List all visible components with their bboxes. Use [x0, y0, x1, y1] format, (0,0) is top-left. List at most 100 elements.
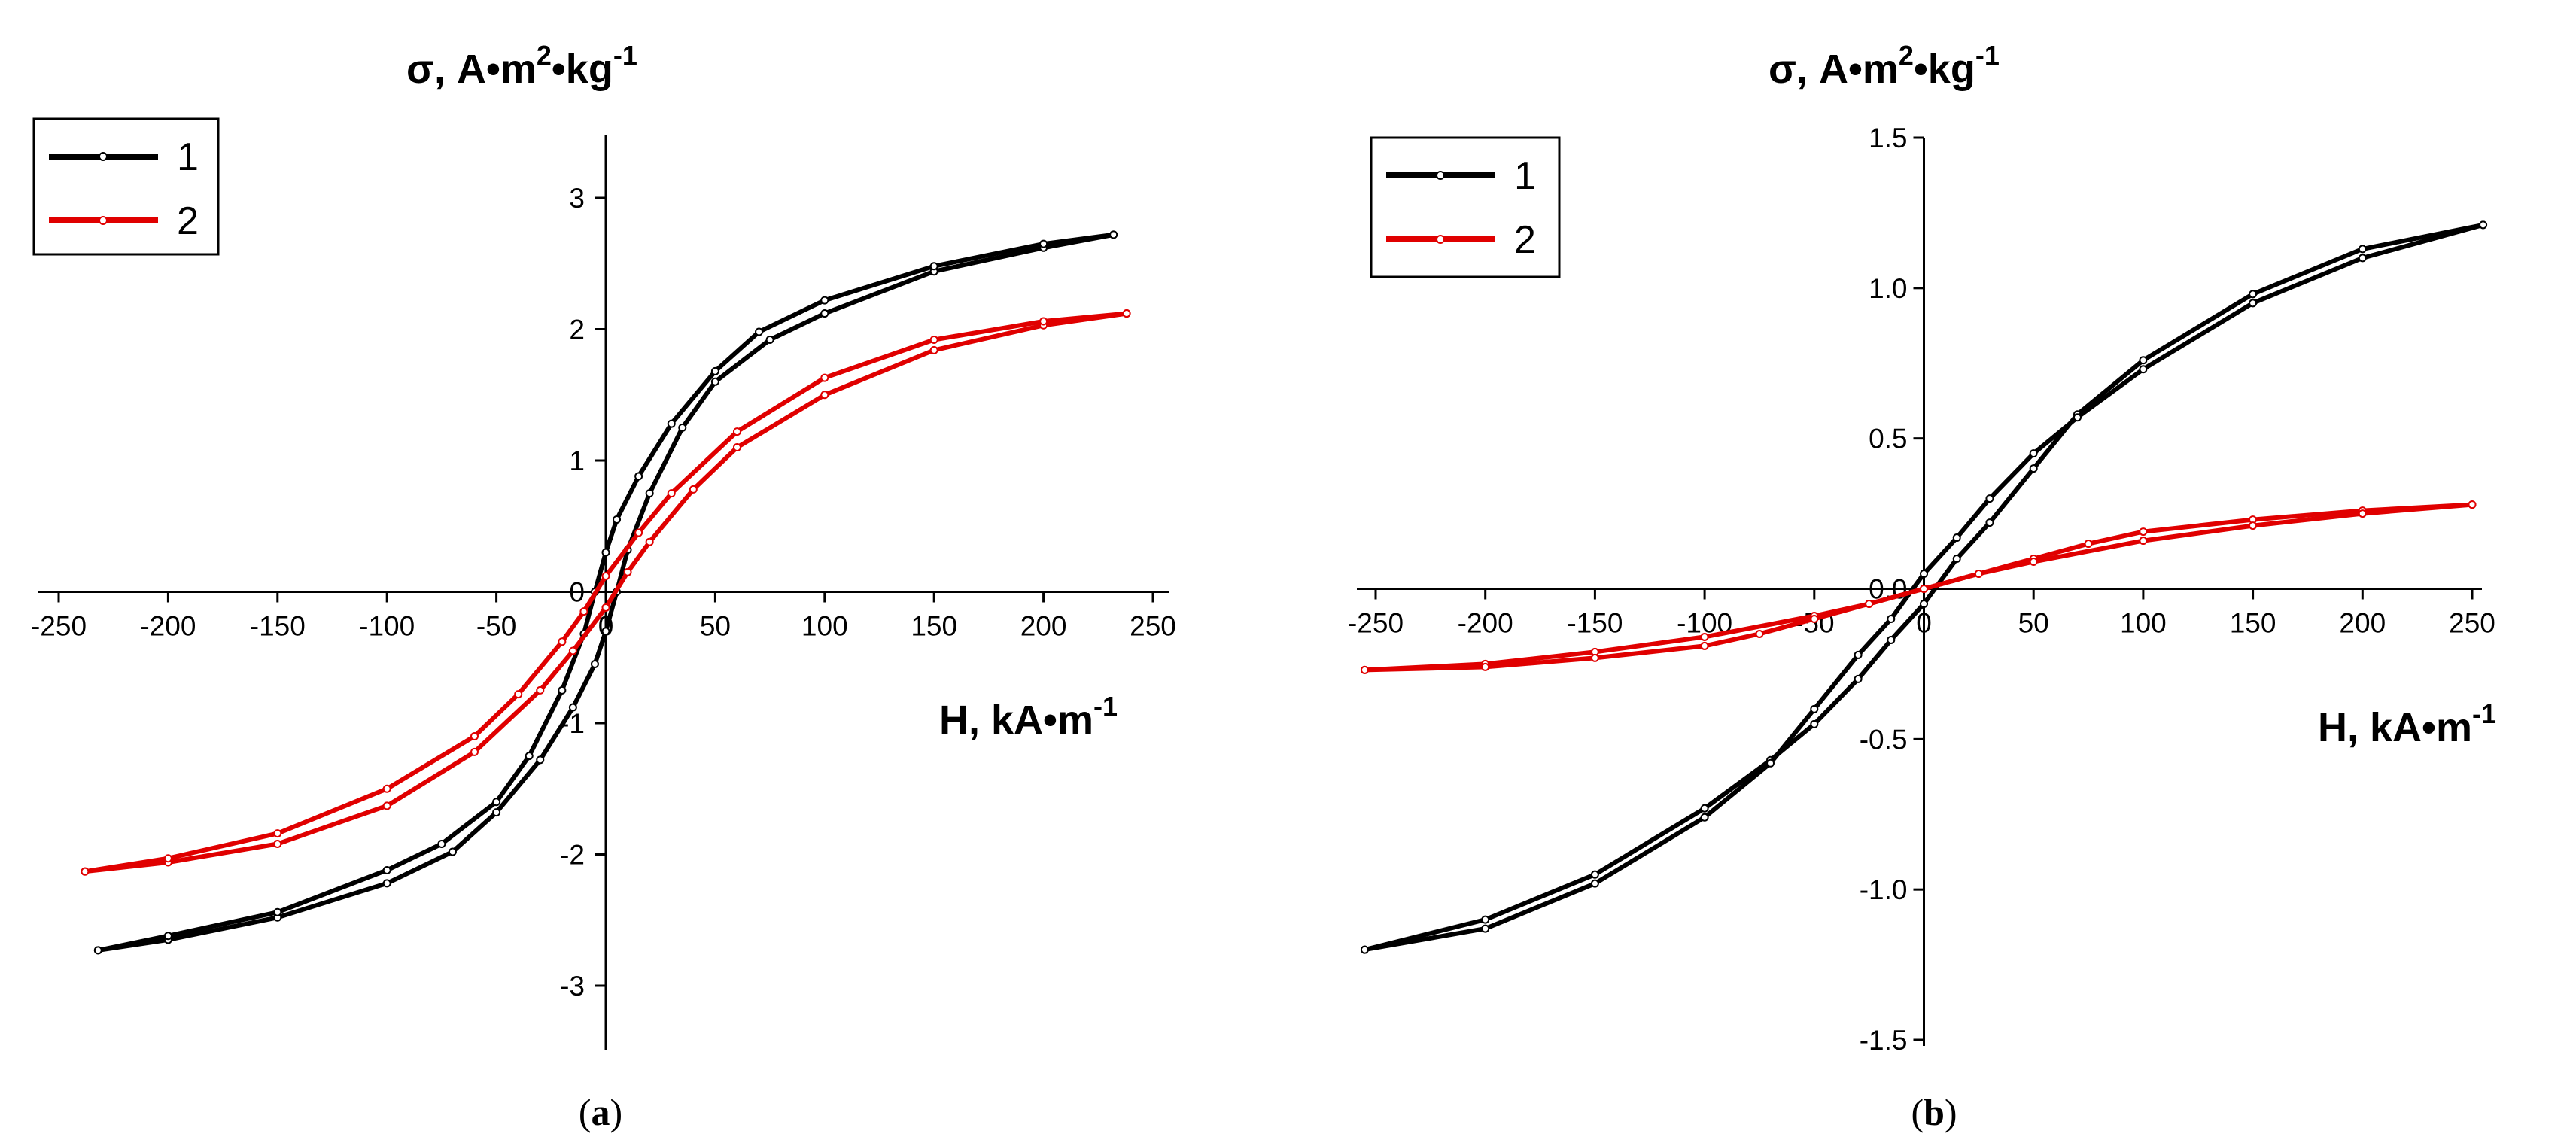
legend-marker-2	[99, 216, 108, 225]
series-1-point	[1766, 758, 1775, 768]
series-1-point	[634, 472, 643, 481]
series-1-point	[1039, 239, 1048, 248]
series-2-point	[470, 747, 479, 756]
series-2-point	[929, 345, 938, 354]
series-1-point	[1952, 555, 1961, 564]
series-2-branch-line	[84, 311, 1127, 874]
series-2-point	[2249, 521, 2258, 530]
legend-box	[1370, 136, 1561, 278]
y-tick-label: -1.0	[1860, 874, 1908, 905]
x-tick-label: 100	[2120, 608, 2167, 639]
panel-caption: (b)	[1911, 1091, 1957, 1133]
series-1-point	[710, 377, 719, 386]
y-tick-label: 3	[569, 183, 585, 214]
series-1-point	[1887, 635, 1896, 644]
series-2-point	[601, 572, 610, 581]
series-1-point	[558, 685, 567, 695]
x-tick-label: 250	[1130, 611, 1176, 642]
series-2-point	[470, 731, 479, 740]
series-1-point	[1920, 599, 1928, 608]
legend-label-1: 1	[177, 135, 199, 179]
x-tick-label: -200	[140, 611, 196, 642]
series-2-point	[1590, 653, 1599, 662]
series-1-point	[1481, 915, 1490, 924]
x-tick-label: -100	[359, 611, 415, 642]
series-2-branch-line	[84, 311, 1127, 874]
series-2-point	[645, 537, 654, 546]
series-1-point	[2073, 413, 2082, 422]
series-1-point	[1952, 533, 1961, 543]
series-2-point	[1810, 614, 1819, 623]
series-2-point	[558, 637, 567, 646]
panel-b-chart: -250 -200 -150 -100 -50 0 50 100 150 200 250-1.5-1…	[1348, 40, 2496, 1133]
series-1-point	[1854, 650, 1863, 659]
y-tick-label: -2	[560, 840, 585, 871]
series-2-point	[820, 391, 829, 400]
series-2	[1360, 500, 2477, 674]
series-1-point	[929, 262, 938, 271]
series-1-point	[2249, 299, 2258, 308]
x-tick-label: -250	[31, 611, 87, 642]
series-1-point	[2139, 356, 2148, 365]
series-2-point	[163, 854, 172, 863]
series-1-point	[273, 907, 282, 916]
series-2-point	[536, 685, 545, 695]
series-2-point	[623, 567, 632, 576]
y-tick-label: 0	[569, 577, 585, 608]
series-1-point	[2029, 449, 2038, 458]
x-tick-label: -150	[1567, 608, 1623, 639]
series-2-point	[2029, 558, 2038, 567]
series-2-point	[689, 485, 698, 494]
series-1-point	[645, 489, 654, 498]
series-2-point	[667, 489, 676, 498]
series-1-point	[820, 296, 829, 305]
series-2-point	[2139, 537, 2148, 546]
x-tick-label: 50	[700, 611, 731, 642]
legend: 12	[1370, 136, 1561, 278]
x-tick-label: -150	[250, 611, 306, 642]
x-tick-label: -200	[1458, 608, 1513, 639]
x-tick-label: 50	[2018, 608, 2049, 639]
series-2-point	[1700, 641, 1709, 650]
series-2-point	[382, 801, 391, 810]
x-tick-label: 200	[1020, 611, 1067, 642]
x-tick-label: -50	[476, 611, 516, 642]
series-1-point	[755, 327, 764, 336]
y-tick-label: 0.5	[1869, 424, 1907, 454]
series-1-point	[536, 755, 545, 765]
series-2-point	[1122, 309, 1131, 318]
series-1-point	[1810, 719, 1819, 728]
legend: 12	[32, 117, 220, 256]
series-2-point	[579, 607, 588, 616]
series-1-point	[437, 840, 446, 849]
legend-label-1: 1	[1514, 154, 1536, 198]
panel-caption: (a)	[579, 1091, 622, 1133]
series-2-point	[2468, 500, 2477, 509]
series-2-point	[2084, 540, 2093, 549]
x-tick-label: 150	[2230, 608, 2276, 639]
y-tick-label: 2	[569, 315, 585, 345]
legend-marker-2	[1436, 235, 1445, 244]
series-1-point	[590, 659, 599, 668]
series-2-point	[929, 335, 938, 344]
series-2-point	[568, 646, 577, 655]
series-1-point	[765, 335, 774, 344]
legend-marker-1	[1436, 171, 1445, 180]
series-1-point	[1109, 230, 1118, 239]
series-1-point	[1920, 570, 1928, 579]
series-2-point	[732, 427, 741, 436]
panel-a-chart: -250 -200 -150 -100 -50 0 50 100 150 200 250-3-2-1…	[31, 40, 1176, 1133]
series-1-point	[382, 879, 391, 888]
series-1	[1360, 220, 2488, 954]
series-2-branch-line	[1364, 502, 2473, 673]
series-1-point	[1700, 804, 1709, 813]
legend-label-2: 2	[177, 199, 199, 243]
series-2-point	[514, 690, 523, 699]
series-2-point	[634, 528, 643, 537]
series-1-point	[1360, 945, 1369, 954]
series-2-point	[1920, 585, 1928, 593]
series-1-point	[1985, 518, 1994, 527]
series-1-point	[1590, 879, 1599, 888]
series-2	[81, 309, 1131, 876]
series-1-point	[820, 309, 829, 318]
